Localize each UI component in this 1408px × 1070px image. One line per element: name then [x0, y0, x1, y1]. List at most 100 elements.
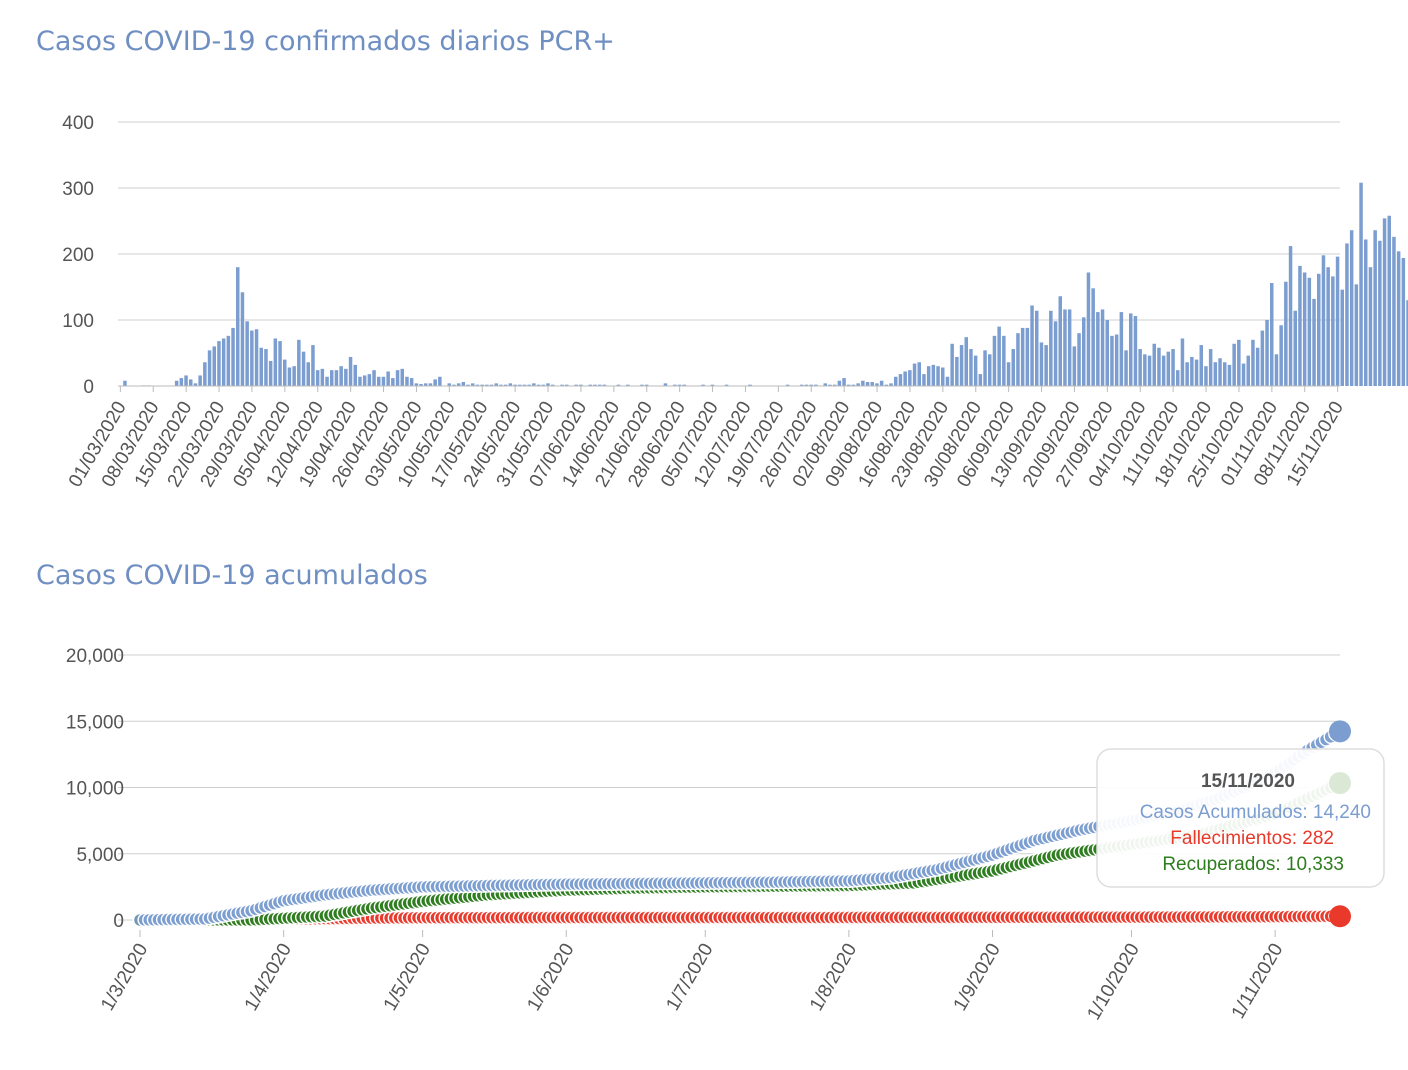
daily-bar: [273, 338, 278, 386]
daily-bar: [964, 337, 968, 386]
highlight-point-deaths[interactable]: [1329, 905, 1351, 928]
daily-bar: [1110, 335, 1114, 386]
daily-bar: [513, 384, 517, 386]
daily-bar: [894, 376, 898, 386]
daily-bar: [1016, 333, 1020, 386]
daily-bar: [367, 374, 372, 386]
daily-bar: [969, 349, 973, 386]
daily-bar: [466, 384, 470, 386]
daily-bar: [287, 367, 292, 386]
daily-bar: [334, 370, 339, 386]
daily-bar: [1368, 267, 1373, 386]
daily-bar: [945, 376, 950, 386]
daily-bar: [828, 384, 832, 386]
daily-bar: [823, 383, 827, 386]
daily-bar: [320, 368, 325, 386]
tooltip-date: 15/11/2020: [1201, 771, 1295, 792]
daily-bar: [1307, 277, 1312, 386]
daily-bar: [377, 376, 381, 386]
daily-bar: [489, 384, 494, 386]
daily-bar: [959, 345, 964, 386]
daily-bar: [588, 384, 592, 386]
daily-bar: [1190, 356, 1194, 386]
daily-bar: [1082, 317, 1086, 386]
daily-bar: [1152, 343, 1156, 386]
daily-bar: [414, 383, 419, 386]
daily-bar: [203, 362, 207, 386]
daily-bar: [1237, 339, 1241, 386]
daily-bar: [283, 359, 287, 386]
daily-bar: [1241, 363, 1246, 386]
daily-bar: [1396, 251, 1401, 386]
daily-bar: [174, 380, 179, 386]
daily-bar: [1302, 272, 1307, 386]
daily-bar: [1208, 349, 1213, 386]
daily-bar: [1185, 362, 1189, 386]
cumulative-x-tick-label: 1/4/2020: [241, 940, 296, 1015]
daily-bar: [856, 383, 860, 386]
highlight-point-recovered[interactable]: [1329, 772, 1351, 795]
daily-bar: [339, 366, 343, 386]
daily-bar: [1157, 347, 1161, 386]
daily-bar: [1288, 246, 1293, 386]
cumulative-x-tick-label: 1/8/2020: [806, 940, 861, 1015]
daily-bar: [616, 384, 621, 386]
daily-bar: [997, 326, 1001, 386]
daily-bar: [1114, 334, 1119, 386]
daily-bar: [1119, 312, 1124, 386]
daily-bar: [508, 383, 513, 386]
daily-bar: [908, 370, 912, 386]
daily-bar: [532, 383, 536, 386]
daily-bar: [1335, 256, 1340, 386]
daily-bar: [1147, 355, 1152, 386]
daily-bar: [1246, 355, 1250, 386]
daily-bar: [231, 327, 235, 386]
daily-bar: [381, 376, 386, 386]
daily-bar: [1199, 345, 1203, 386]
highlight-point-cases[interactable]: [1329, 720, 1351, 743]
daily-bar: [424, 383, 428, 386]
daily-bar: [1133, 316, 1138, 386]
cumulative-x-tick-label: 1/11/2020: [1228, 940, 1288, 1022]
daily-bar: [1213, 362, 1218, 386]
daily-bar: [1260, 330, 1265, 386]
daily-bar: [1011, 349, 1015, 386]
daily-bar: [1096, 312, 1100, 386]
daily-bar: [1194, 359, 1199, 386]
daily-bar: [480, 384, 484, 386]
daily-bar: [936, 366, 940, 386]
daily-bar: [358, 376, 362, 386]
daily-bar: [879, 380, 884, 386]
daily-bar: [264, 349, 268, 386]
daily-bar: [1180, 338, 1185, 386]
daily-bar: [851, 384, 856, 386]
daily-bar: [1255, 347, 1260, 386]
daily-bar: [1218, 358, 1222, 386]
daily-bar: [1105, 320, 1109, 386]
daily-bar: [1002, 335, 1006, 386]
daily-bar: [1176, 370, 1180, 386]
daily-y-tick-label: 300: [62, 179, 94, 200]
daily-chart-title: Casos COVID-19 confirmados diarios PCR+: [36, 26, 615, 57]
daily-bar: [1279, 325, 1283, 386]
daily-bar: [673, 384, 677, 386]
daily-bar: [518, 384, 522, 386]
daily-bar: [494, 383, 498, 386]
daily-bar: [724, 384, 729, 386]
daily-bar: [386, 371, 390, 386]
daily-bar: [602, 384, 607, 386]
daily-bar: [362, 375, 367, 386]
daily-bar: [250, 330, 254, 386]
daily-bar: [391, 378, 395, 386]
daily-bar: [1166, 351, 1171, 386]
daily-bar: [1232, 343, 1236, 386]
daily-bar: [1326, 267, 1330, 386]
daily-bar: [184, 375, 188, 386]
daily-bar: [1171, 349, 1175, 386]
daily-bar: [485, 384, 489, 386]
daily-bar: [1053, 321, 1058, 386]
daily-bar: [973, 355, 978, 386]
daily-bar: [898, 374, 903, 386]
daily-bar: [330, 370, 334, 386]
daily-bar: [297, 339, 301, 386]
